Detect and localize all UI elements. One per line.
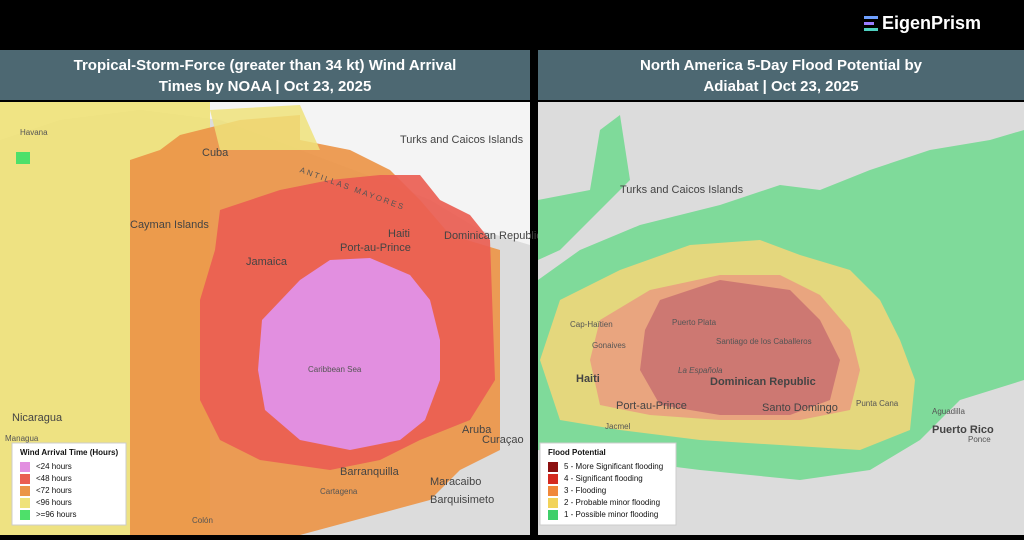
- place-label: Port-au-Prince: [340, 242, 411, 254]
- legend-label: >=96 hours: [36, 510, 76, 519]
- place-label: Cuba: [202, 147, 229, 159]
- place-label: Haiti: [388, 228, 410, 240]
- place-label: Managua: [5, 434, 39, 443]
- place-label: Puerto Plata: [672, 318, 717, 327]
- place-label: Dominican Republic: [444, 230, 542, 242]
- legend-label: 1 - Possible minor flooding: [564, 510, 658, 519]
- place-label: Cartagena: [320, 487, 358, 496]
- place-label: Colón: [192, 516, 213, 525]
- legend-swatch: [548, 498, 558, 508]
- legend-title: Flood Potential: [548, 448, 606, 457]
- place-label: Barquisimeto: [430, 494, 494, 506]
- place-label: Turks and Caicos Islands: [400, 134, 524, 146]
- title-bar: [538, 50, 1024, 100]
- flood-map: Turks and Caicos Islands Cap-Haïtien Gon…: [538, 102, 1024, 535]
- place-label: Punta Cana: [856, 399, 899, 408]
- place-label: Nicaragua: [12, 412, 63, 424]
- legend-swatch: [548, 474, 558, 484]
- place-label: Port-au-Prince: [616, 400, 687, 412]
- legend-title: Wind Arrival Time (Hours): [20, 448, 119, 457]
- legend-swatch: [20, 510, 30, 520]
- legend-label: 5 - More Significant flooding: [564, 462, 663, 471]
- panel-title: North America 5-Day Flood Potential by: [640, 57, 923, 74]
- legend-label: <48 hours: [36, 474, 72, 483]
- legend-swatch: [548, 510, 558, 520]
- legend-swatch: [20, 462, 30, 472]
- place-label: Haiti: [576, 373, 600, 385]
- place-label: Barranquilla: [340, 466, 400, 478]
- legend: Wind Arrival Time (Hours) <24 hours <48 h…: [11, 442, 127, 526]
- legend-swatch: [20, 486, 30, 496]
- panel-title: Tropical-Storm-Force (greater than 34 kt…: [74, 57, 457, 74]
- place-label: Santiago de los Caballeros: [716, 337, 812, 346]
- legend-swatch: [20, 498, 30, 508]
- legend: Flood Potential 5 - More Significant flo…: [539, 442, 677, 526]
- place-label: Dominican Republic: [710, 376, 816, 388]
- place-label: Gonaives: [592, 341, 626, 350]
- legend-label: 3 - Flooding: [564, 486, 606, 495]
- brand: EigenPrism: [882, 13, 981, 33]
- legend-label: 4 - Significant flooding: [564, 474, 643, 483]
- place-label: Havana: [20, 128, 48, 137]
- place-label: Santo Domingo: [762, 402, 838, 414]
- legend-label: <24 hours: [36, 462, 72, 471]
- legend-label: <72 hours: [36, 486, 72, 495]
- place-label: Ponce: [968, 435, 991, 444]
- title-bar: [0, 50, 530, 100]
- panel-title: Times by NOAA | Oct 23, 2025: [159, 78, 372, 95]
- place-label: Curaçao: [482, 434, 524, 446]
- place-label: Caribbean Sea: [308, 365, 362, 374]
- place-label: Maracaibo: [430, 476, 481, 488]
- legend-swatch: [20, 474, 30, 484]
- legend-label: <96 hours: [36, 498, 72, 507]
- place-label: Aguadilla: [932, 407, 965, 416]
- place-label: La Española: [678, 366, 723, 375]
- legend-label: 2 - Probable minor flooding: [564, 498, 660, 507]
- place-label: Aruba: [462, 424, 492, 436]
- place-label: Cap-Haïtien: [570, 320, 613, 329]
- place-label: Jamaica: [246, 256, 288, 268]
- legend-swatch: [548, 486, 558, 496]
- legend-swatch: [548, 462, 558, 472]
- panel-title: Adiabat | Oct 23, 2025: [703, 78, 858, 95]
- logo: EigenPrism: [864, 13, 981, 33]
- place-label: Cayman Islands: [130, 219, 209, 231]
- place-label: Turks and Caicos Islands: [620, 184, 744, 196]
- place-label: Jacmel: [605, 422, 631, 431]
- place-label: Puerto Rico: [932, 424, 994, 436]
